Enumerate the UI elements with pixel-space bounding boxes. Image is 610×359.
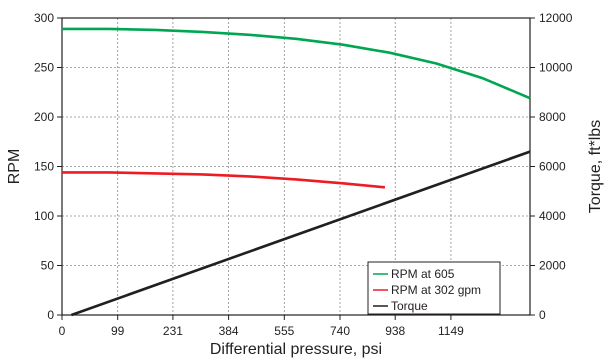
y-left-tick-label: 100 [34, 209, 54, 223]
y-right-axis-ticks: 0 2000 4000 6000 8000 10000 12000 [530, 11, 573, 322]
y-left-tick-label: 50 [41, 259, 55, 273]
y-left-axis-ticks: 0 50 100 150 200 250 300 [34, 11, 62, 322]
legend: RPM at 605 RPM at 302 gpm Torque [367, 261, 501, 315]
series-line-torque [70, 150, 531, 317]
legend-box [367, 261, 501, 315]
y-right-tick-label: 4000 [539, 209, 566, 223]
x-tick-label: 555 [274, 324, 294, 338]
y-left-tick-label: 250 [34, 61, 54, 75]
legend-label-torque: Torque [391, 299, 428, 313]
y-right-tick-label: 0 [539, 308, 546, 322]
x-axis-ticks: 0 99 231 384 555 740 938 1149 [59, 315, 464, 338]
y-left-axis-title: RPM [6, 149, 23, 185]
x-axis-title: Differential pressure, psi [210, 341, 382, 358]
x-tick-label: 938 [385, 324, 405, 338]
y-right-tick-label: 10000 [539, 61, 573, 75]
x-tick-label: 0 [59, 324, 66, 338]
y-right-tick-label: 6000 [539, 160, 566, 174]
y-right-axis-title: Torque, ft*lbs [587, 120, 604, 213]
x-tick-label: 231 [163, 324, 183, 338]
y-left-tick-label: 300 [34, 11, 54, 25]
y-right-tick-label: 12000 [539, 11, 573, 25]
series-line-rpm-605 [62, 27, 531, 100]
legend-label-rpm-302: RPM at 302 gpm [391, 283, 481, 297]
x-tick-label: 99 [111, 324, 125, 338]
y-left-tick-label: 150 [34, 160, 54, 174]
x-tick-label: 740 [330, 324, 350, 338]
y-right-tick-label: 8000 [539, 110, 566, 124]
y-left-tick-label: 200 [34, 110, 54, 124]
series-lines [62, 27, 531, 317]
y-left-tick-label: 0 [47, 308, 54, 322]
y-right-tick-label: 2000 [539, 259, 566, 273]
legend-label-rpm-605: RPM at 605 [391, 267, 455, 281]
x-tick-label: 384 [219, 324, 239, 338]
grid-lines [62, 18, 530, 315]
x-tick-label: 1149 [438, 324, 464, 338]
series-line-rpm-302 [62, 171, 386, 189]
